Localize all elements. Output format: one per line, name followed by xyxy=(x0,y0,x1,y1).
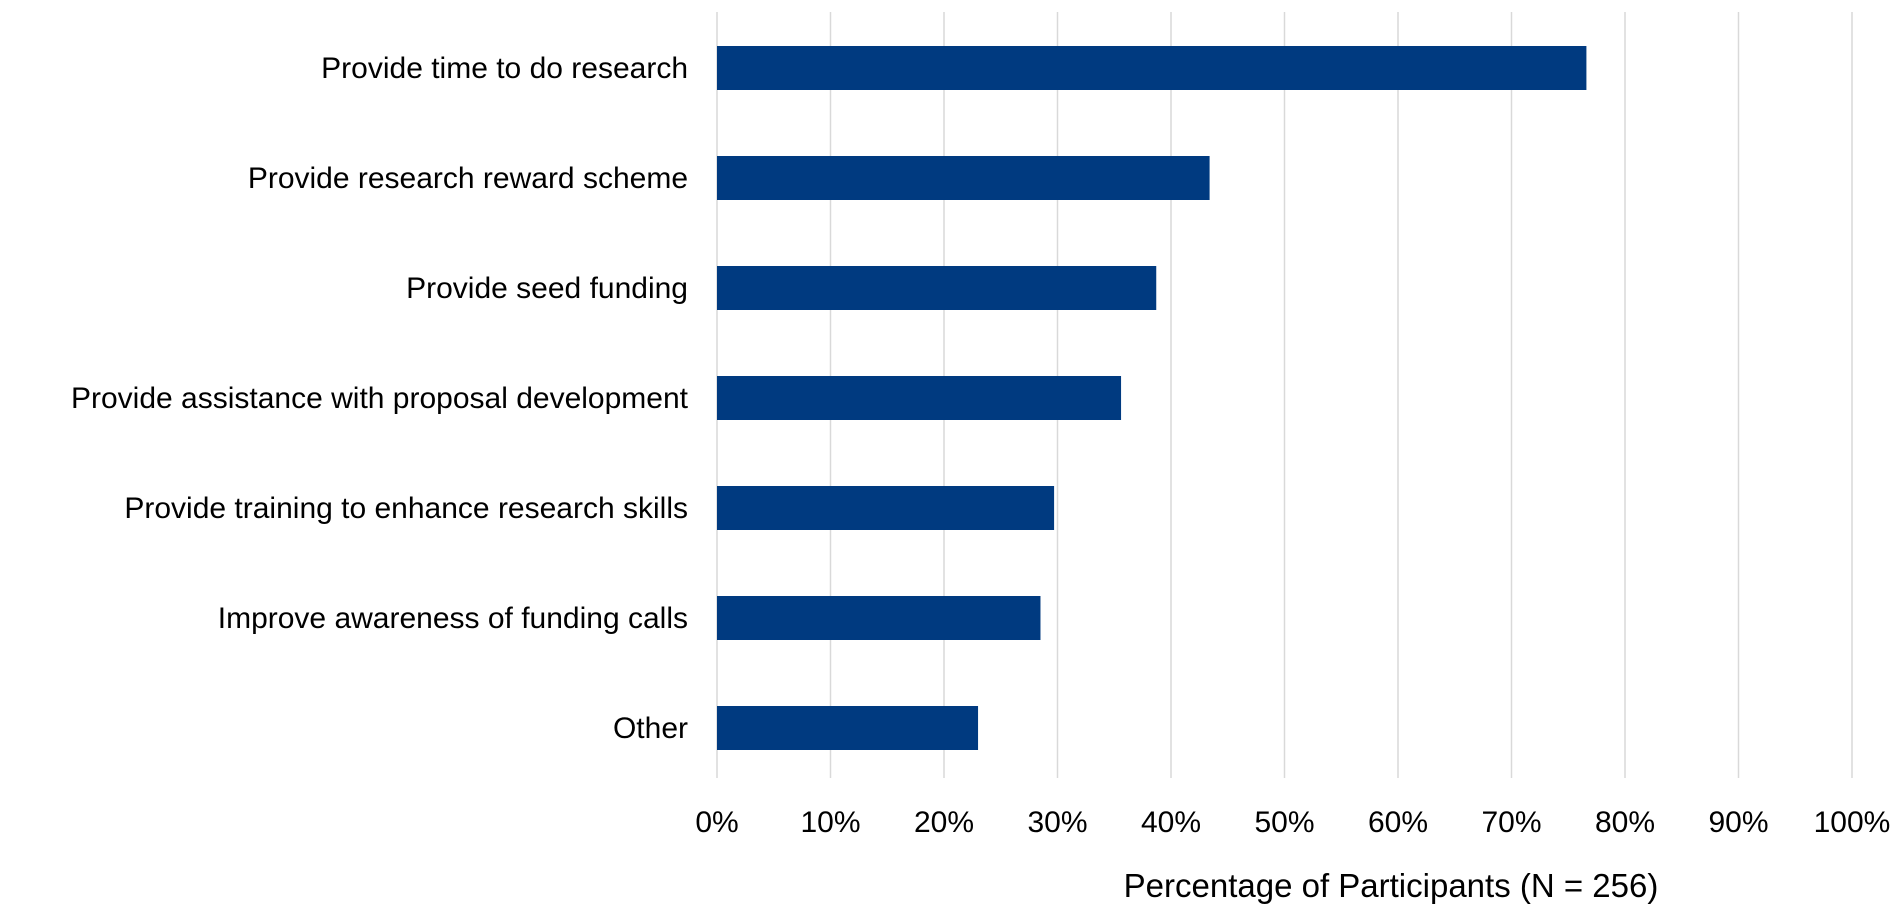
category-label: Improve awareness of funding calls xyxy=(218,602,688,635)
x-tick-label: 30% xyxy=(1027,806,1087,839)
category-label: Provide training to enhance research ski… xyxy=(124,492,688,525)
x-tick-label: 40% xyxy=(1141,806,1201,839)
bar xyxy=(717,266,1157,310)
bar xyxy=(717,156,1210,200)
x-tick-label: 60% xyxy=(1368,806,1428,839)
x-tick-label: 90% xyxy=(1708,806,1768,839)
x-tick-label: 100% xyxy=(1814,806,1891,839)
bar xyxy=(717,376,1122,420)
bar xyxy=(717,596,1041,640)
x-axis-title: Percentage of Participants (N = 256) xyxy=(1124,867,1659,904)
bar xyxy=(717,706,979,750)
x-tick-label: 50% xyxy=(1254,806,1314,839)
category-label: Provide assistance with proposal develop… xyxy=(71,382,689,415)
x-tick-label: 80% xyxy=(1595,806,1655,839)
category-label: Other xyxy=(613,712,688,745)
x-tick-label: 20% xyxy=(914,806,974,839)
bars xyxy=(717,46,1587,750)
category-label: Provide research reward scheme xyxy=(248,162,688,195)
category-labels: Provide time to do research Provide resea… xyxy=(71,52,689,745)
category-label: Provide seed funding xyxy=(406,272,688,305)
category-label: Provide time to do research xyxy=(321,52,688,85)
gridlines xyxy=(716,12,1853,778)
bar xyxy=(717,46,1587,90)
x-tick-label: 70% xyxy=(1481,806,1541,839)
x-tick-label: 10% xyxy=(800,806,860,839)
x-tick-label: 0% xyxy=(695,806,738,839)
x-tick-labels: 0% 10% 20% 30% 40% 50% 60% 70% 80% 90% 100% xyxy=(695,806,1890,839)
bar xyxy=(717,486,1055,530)
